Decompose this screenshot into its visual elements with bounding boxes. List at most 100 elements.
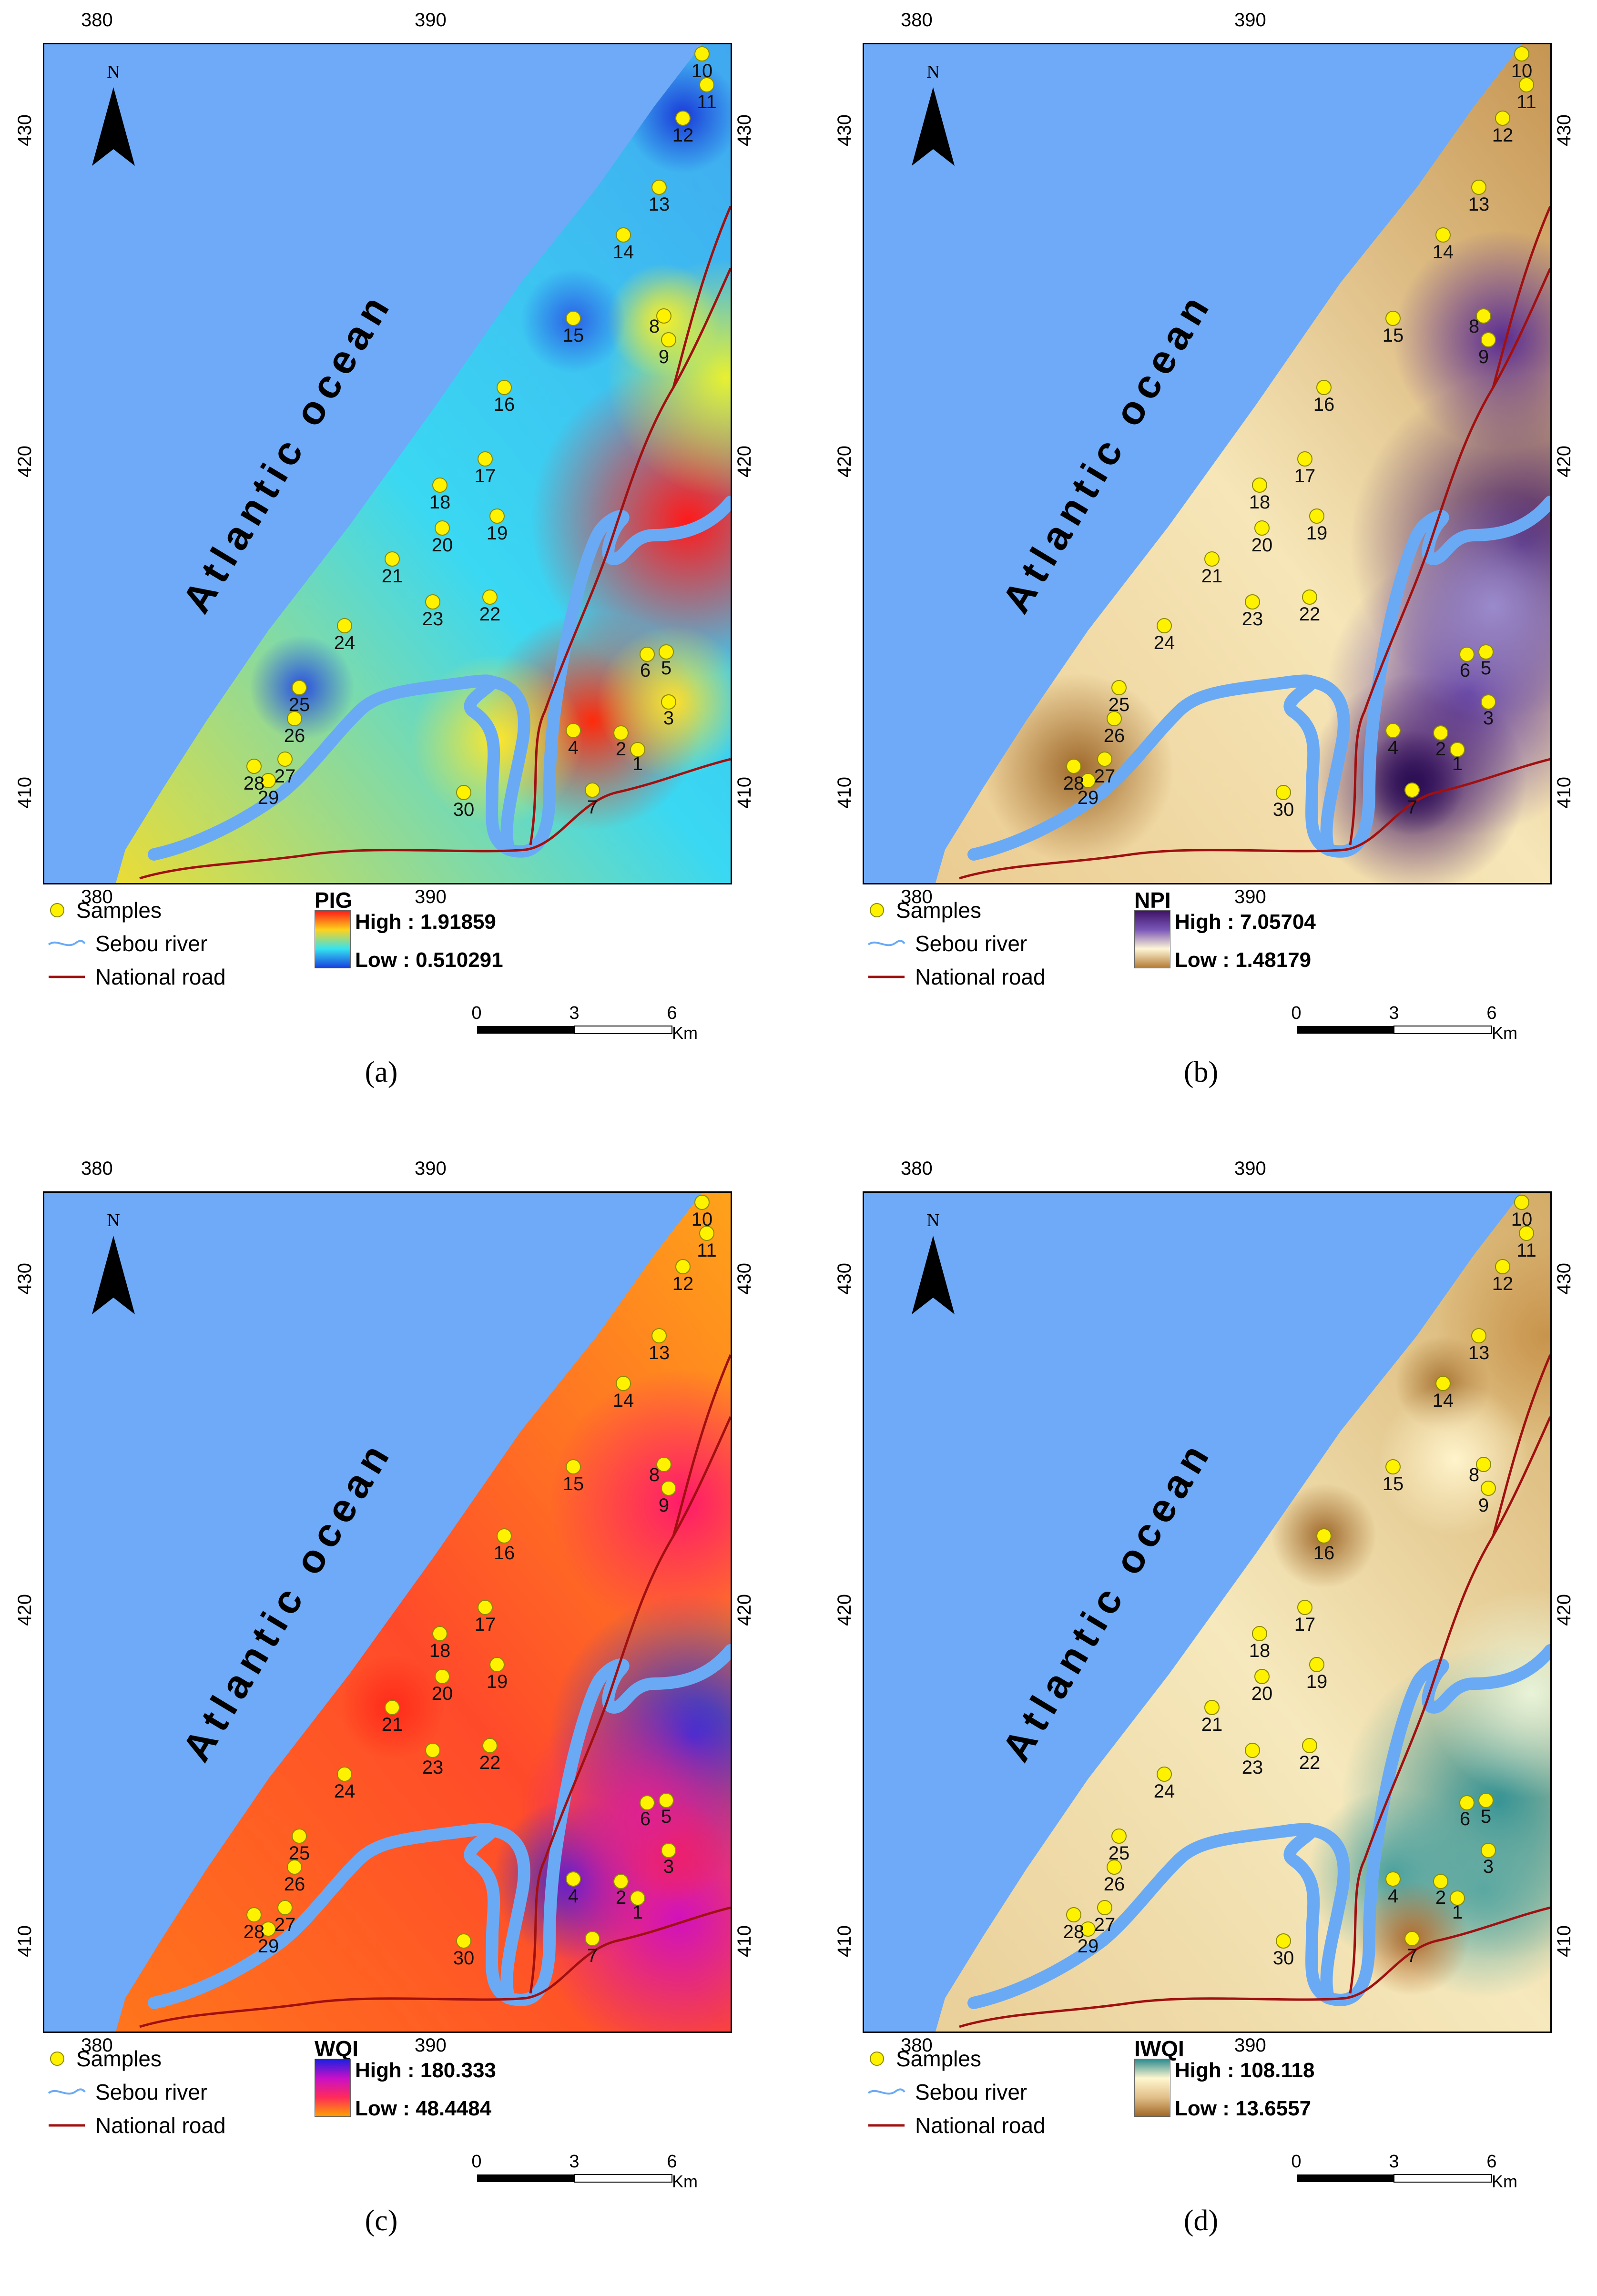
sample-point-30[interactable] [1276,1933,1291,1949]
sample-point-10[interactable] [1514,46,1529,61]
sample-point-12[interactable] [1495,1259,1510,1274]
sample-point-14[interactable] [616,1376,631,1391]
sample-point-10[interactable] [694,1195,710,1210]
sample-point-11[interactable] [1519,1226,1534,1241]
sample-point-2[interactable] [1433,725,1448,741]
sample-point-18[interactable] [1252,477,1267,493]
sample-point-2[interactable] [613,1874,629,1889]
sample-point-18[interactable] [1252,1626,1267,1641]
sample-point-6[interactable] [640,1795,655,1810]
sample-point-12[interactable] [675,1259,691,1274]
sample-point-20[interactable] [1254,520,1270,536]
sample-point-25[interactable] [292,1829,307,1844]
sample-point-17[interactable] [1297,451,1312,467]
sample-point-14[interactable] [1435,1376,1451,1391]
sample-point-14[interactable] [1435,227,1451,243]
sample-point-16[interactable] [1316,1528,1332,1544]
sample-point-21[interactable] [385,551,400,567]
sample-point-29[interactable] [1080,1921,1096,1937]
sample-point-19[interactable] [489,508,505,524]
sample-point-29[interactable] [1080,773,1096,788]
sample-point-22[interactable] [482,589,498,605]
sample-point-20[interactable] [435,520,450,536]
sample-point-28[interactable] [246,759,262,774]
map-frame[interactable]: 1 2 3 4 5 6 7 8 9 10 11 12 13 14 15 16 17 18 19 20 21 22 23 24 2… [43,43,732,884]
sample-point-4[interactable] [1385,1871,1401,1887]
sample-point-24[interactable] [1157,1767,1172,1782]
sample-point-11[interactable] [699,77,714,92]
sample-point-30[interactable] [1276,785,1291,800]
sample-point-1[interactable] [1450,742,1465,757]
sample-point-13[interactable] [651,180,667,195]
sample-point-8[interactable] [656,1457,671,1472]
sample-point-10[interactable] [694,46,710,61]
sample-point-27[interactable] [277,752,293,767]
sample-point-12[interactable] [675,111,691,126]
sample-point-16[interactable] [1316,380,1332,395]
sample-point-23[interactable] [1245,594,1260,610]
sample-point-5[interactable] [1478,644,1494,660]
sample-point-7[interactable] [585,782,600,798]
sample-point-28[interactable] [1066,759,1081,774]
sample-point-15[interactable] [566,311,581,326]
sample-point-5[interactable] [1478,1793,1494,1808]
sample-point-23[interactable] [425,594,440,610]
sample-point-6[interactable] [1459,1795,1475,1810]
sample-point-30[interactable] [456,785,471,800]
sample-point-17[interactable] [478,1600,493,1615]
sample-point-1[interactable] [630,742,645,757]
sample-point-10[interactable] [1514,1195,1529,1210]
sample-point-18[interactable] [432,1626,448,1641]
sample-point-6[interactable] [1459,647,1475,662]
sample-point-3[interactable] [1481,1843,1496,1858]
sample-point-13[interactable] [1471,1328,1486,1343]
sample-point-7[interactable] [1404,1931,1420,1946]
sample-point-3[interactable] [1481,694,1496,710]
sample-point-16[interactable] [497,380,512,395]
sample-point-22[interactable] [1302,1738,1317,1753]
sample-point-2[interactable] [613,725,629,741]
sample-point-24[interactable] [337,1767,352,1782]
sample-point-28[interactable] [1066,1907,1081,1922]
map-frame[interactable]: 1 2 3 4 5 6 7 8 9 10 11 12 13 14 15 16 17 18 19 20 21 22 23 24 2… [863,43,1552,884]
sample-point-19[interactable] [489,1657,505,1672]
sample-point-29[interactable] [261,773,276,788]
sample-point-15[interactable] [566,1459,581,1474]
sample-point-21[interactable] [1204,551,1220,567]
sample-point-9[interactable] [661,1481,676,1496]
sample-point-22[interactable] [482,1738,498,1753]
sample-point-21[interactable] [385,1700,400,1715]
sample-point-13[interactable] [1471,180,1486,195]
sample-point-11[interactable] [699,1226,714,1241]
sample-point-8[interactable] [656,308,671,324]
sample-point-4[interactable] [566,723,581,738]
sample-point-27[interactable] [277,1900,293,1915]
sample-point-28[interactable] [246,1907,262,1922]
sample-point-30[interactable] [456,1933,471,1949]
sample-point-5[interactable] [659,1793,674,1808]
sample-point-4[interactable] [566,1871,581,1887]
sample-point-21[interactable] [1204,1700,1220,1715]
sample-point-2[interactable] [1433,1874,1448,1889]
sample-point-9[interactable] [1481,332,1496,347]
sample-point-3[interactable] [661,694,676,710]
sample-point-23[interactable] [1245,1743,1260,1758]
sample-point-20[interactable] [1254,1669,1270,1684]
sample-point-1[interactable] [1450,1890,1465,1906]
sample-point-15[interactable] [1385,1459,1401,1474]
sample-point-3[interactable] [661,1843,676,1858]
sample-point-17[interactable] [478,451,493,467]
sample-point-26[interactable] [1107,1859,1122,1875]
sample-point-5[interactable] [659,644,674,660]
sample-point-6[interactable] [640,647,655,662]
sample-point-27[interactable] [1097,1900,1112,1915]
sample-point-15[interactable] [1385,311,1401,326]
sample-point-19[interactable] [1309,508,1324,524]
sample-point-20[interactable] [435,1669,450,1684]
sample-point-25[interactable] [1111,680,1127,695]
sample-point-14[interactable] [616,227,631,243]
sample-point-8[interactable] [1476,1457,1491,1472]
sample-point-16[interactable] [497,1528,512,1544]
sample-point-11[interactable] [1519,77,1534,92]
sample-point-22[interactable] [1302,589,1317,605]
